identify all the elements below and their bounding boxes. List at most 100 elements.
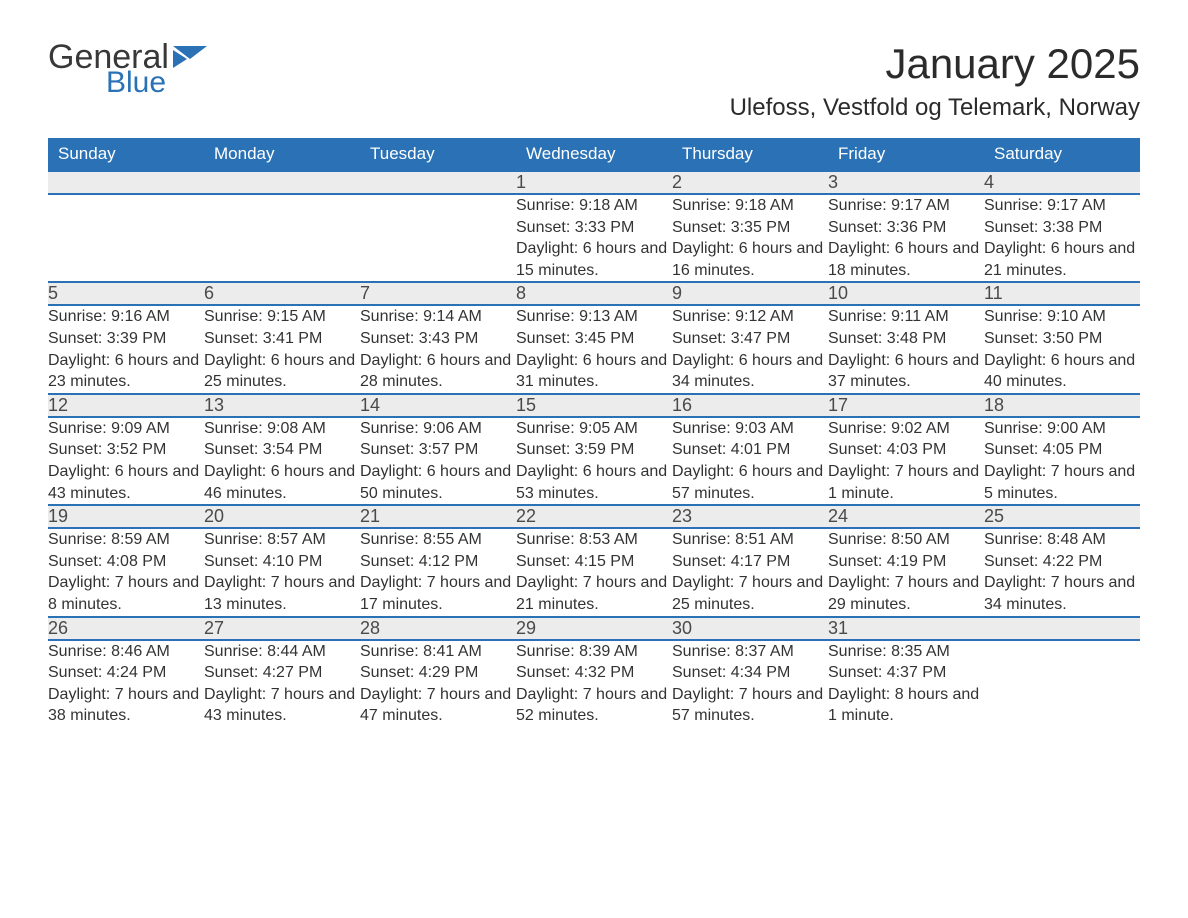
day-data-cell [360,194,516,282]
day-number-cell: 22 [516,505,672,528]
daylight-text: Daylight: 7 hours and 1 minute. [828,461,984,504]
sunset-text: Sunset: 3:33 PM [516,217,672,239]
daylight-text: Daylight: 7 hours and 43 minutes. [204,684,360,727]
sunrise-text: Sunrise: 9:18 AM [516,195,672,217]
day-number-cell: 31 [828,617,984,640]
day-data-cell: Sunrise: 9:11 AMSunset: 3:48 PMDaylight:… [828,305,984,393]
daylight-text: Daylight: 6 hours and 21 minutes. [984,238,1140,281]
day-data-cell: Sunrise: 8:46 AMSunset: 4:24 PMDaylight:… [48,640,204,727]
sunrise-text: Sunrise: 8:51 AM [672,529,828,551]
day-data-cell: Sunrise: 9:08 AMSunset: 3:54 PMDaylight:… [204,417,360,505]
sunset-text: Sunset: 3:50 PM [984,328,1140,350]
day-data-cell: Sunrise: 9:02 AMSunset: 4:03 PMDaylight:… [828,417,984,505]
day-number-cell: 29 [516,617,672,640]
day-number-cell: 24 [828,505,984,528]
daylight-text: Daylight: 6 hours and 31 minutes. [516,350,672,393]
week-daynum-row: 12131415161718 [48,394,1140,417]
sunrise-text: Sunrise: 9:03 AM [672,418,828,440]
day-number-cell: 19 [48,505,204,528]
sunrise-text: Sunrise: 9:13 AM [516,306,672,328]
daylight-text: Daylight: 7 hours and 47 minutes. [360,684,516,727]
daylight-text: Daylight: 7 hours and 38 minutes. [48,684,204,727]
sunset-text: Sunset: 3:35 PM [672,217,828,239]
daylight-text: Daylight: 7 hours and 25 minutes. [672,572,828,615]
day-data-cell: Sunrise: 9:12 AMSunset: 3:47 PMDaylight:… [672,305,828,393]
day-data-cell: Sunrise: 8:35 AMSunset: 4:37 PMDaylight:… [828,640,984,727]
day-data-cell: Sunrise: 9:17 AMSunset: 3:38 PMDaylight:… [984,194,1140,282]
day-number-cell: 23 [672,505,828,528]
day-number-cell: 16 [672,394,828,417]
sunset-text: Sunset: 4:15 PM [516,551,672,573]
day-data-cell: Sunrise: 9:14 AMSunset: 3:43 PMDaylight:… [360,305,516,393]
daylight-text: Daylight: 6 hours and 28 minutes. [360,350,516,393]
day-number-cell: 10 [828,282,984,305]
sunrise-text: Sunrise: 8:48 AM [984,529,1140,551]
sunrise-text: Sunrise: 9:18 AM [672,195,828,217]
weekday-header: Monday [204,138,360,171]
sunrise-text: Sunrise: 9:05 AM [516,418,672,440]
sunset-text: Sunset: 4:24 PM [48,662,204,684]
day-data-cell: Sunrise: 8:44 AMSunset: 4:27 PMDaylight:… [204,640,360,727]
sunset-text: Sunset: 3:39 PM [48,328,204,350]
sunrise-text: Sunrise: 9:15 AM [204,306,360,328]
day-data-cell: Sunrise: 9:15 AMSunset: 3:41 PMDaylight:… [204,305,360,393]
sunrise-text: Sunrise: 8:44 AM [204,641,360,663]
daylight-text: Daylight: 6 hours and 16 minutes. [672,238,828,281]
daylight-text: Daylight: 7 hours and 17 minutes. [360,572,516,615]
sunset-text: Sunset: 4:32 PM [516,662,672,684]
sunset-text: Sunset: 4:01 PM [672,439,828,461]
day-data-cell: Sunrise: 9:03 AMSunset: 4:01 PMDaylight:… [672,417,828,505]
daylight-text: Daylight: 7 hours and 8 minutes. [48,572,204,615]
sunrise-text: Sunrise: 9:00 AM [984,418,1140,440]
sunrise-text: Sunrise: 8:59 AM [48,529,204,551]
day-data-cell: Sunrise: 9:05 AMSunset: 3:59 PMDaylight:… [516,417,672,505]
sunrise-text: Sunrise: 9:11 AM [828,306,984,328]
daylight-text: Daylight: 6 hours and 18 minutes. [828,238,984,281]
sunrise-text: Sunrise: 9:09 AM [48,418,204,440]
location-subtitle: Ulefoss, Vestfold og Telemark, Norway [730,94,1140,122]
daylight-text: Daylight: 6 hours and 53 minutes. [516,461,672,504]
day-number-cell: 25 [984,505,1140,528]
day-data-cell: Sunrise: 9:16 AMSunset: 3:39 PMDaylight:… [48,305,204,393]
day-number-cell [48,171,204,194]
week-data-row: Sunrise: 9:09 AMSunset: 3:52 PMDaylight:… [48,417,1140,505]
day-number-cell: 14 [360,394,516,417]
daylight-text: Daylight: 6 hours and 40 minutes. [984,350,1140,393]
title-block: January 2025 Ulefoss, Vestfold og Telema… [730,40,1140,122]
sunrise-text: Sunrise: 9:16 AM [48,306,204,328]
sunset-text: Sunset: 4:27 PM [204,662,360,684]
day-number-cell [984,617,1140,640]
daylight-text: Daylight: 6 hours and 25 minutes. [204,350,360,393]
sunset-text: Sunset: 3:38 PM [984,217,1140,239]
day-number-cell: 5 [48,282,204,305]
day-data-cell: Sunrise: 9:13 AMSunset: 3:45 PMDaylight:… [516,305,672,393]
sunset-text: Sunset: 3:57 PM [360,439,516,461]
logo-word-2: Blue [106,68,169,98]
weekday-header: Wednesday [516,138,672,171]
daylight-text: Daylight: 6 hours and 43 minutes. [48,461,204,504]
daylight-text: Daylight: 6 hours and 50 minutes. [360,461,516,504]
sunrise-text: Sunrise: 8:55 AM [360,529,516,551]
daylight-text: Daylight: 7 hours and 57 minutes. [672,684,828,727]
day-data-cell: Sunrise: 8:39 AMSunset: 4:32 PMDaylight:… [516,640,672,727]
week-daynum-row: 262728293031 [48,617,1140,640]
logo: General Blue [48,40,207,98]
weekday-header: Thursday [672,138,828,171]
daylight-text: Daylight: 6 hours and 46 minutes. [204,461,360,504]
sunset-text: Sunset: 4:08 PM [48,551,204,573]
sunrise-text: Sunrise: 8:41 AM [360,641,516,663]
daylight-text: Daylight: 7 hours and 21 minutes. [516,572,672,615]
logo-text: General Blue [48,40,169,98]
day-data-cell: Sunrise: 8:55 AMSunset: 4:12 PMDaylight:… [360,528,516,616]
week-data-row: Sunrise: 9:18 AMSunset: 3:33 PMDaylight:… [48,194,1140,282]
calendar-table: SundayMondayTuesdayWednesdayThursdayFrid… [48,138,1140,727]
daylight-text: Daylight: 7 hours and 5 minutes. [984,461,1140,504]
day-number-cell: 15 [516,394,672,417]
sunset-text: Sunset: 3:47 PM [672,328,828,350]
sunrise-text: Sunrise: 8:53 AM [516,529,672,551]
sunset-text: Sunset: 4:05 PM [984,439,1140,461]
daylight-text: Daylight: 7 hours and 34 minutes. [984,572,1140,615]
day-number-cell: 4 [984,171,1140,194]
sunrise-text: Sunrise: 9:06 AM [360,418,516,440]
day-number-cell: 28 [360,617,516,640]
